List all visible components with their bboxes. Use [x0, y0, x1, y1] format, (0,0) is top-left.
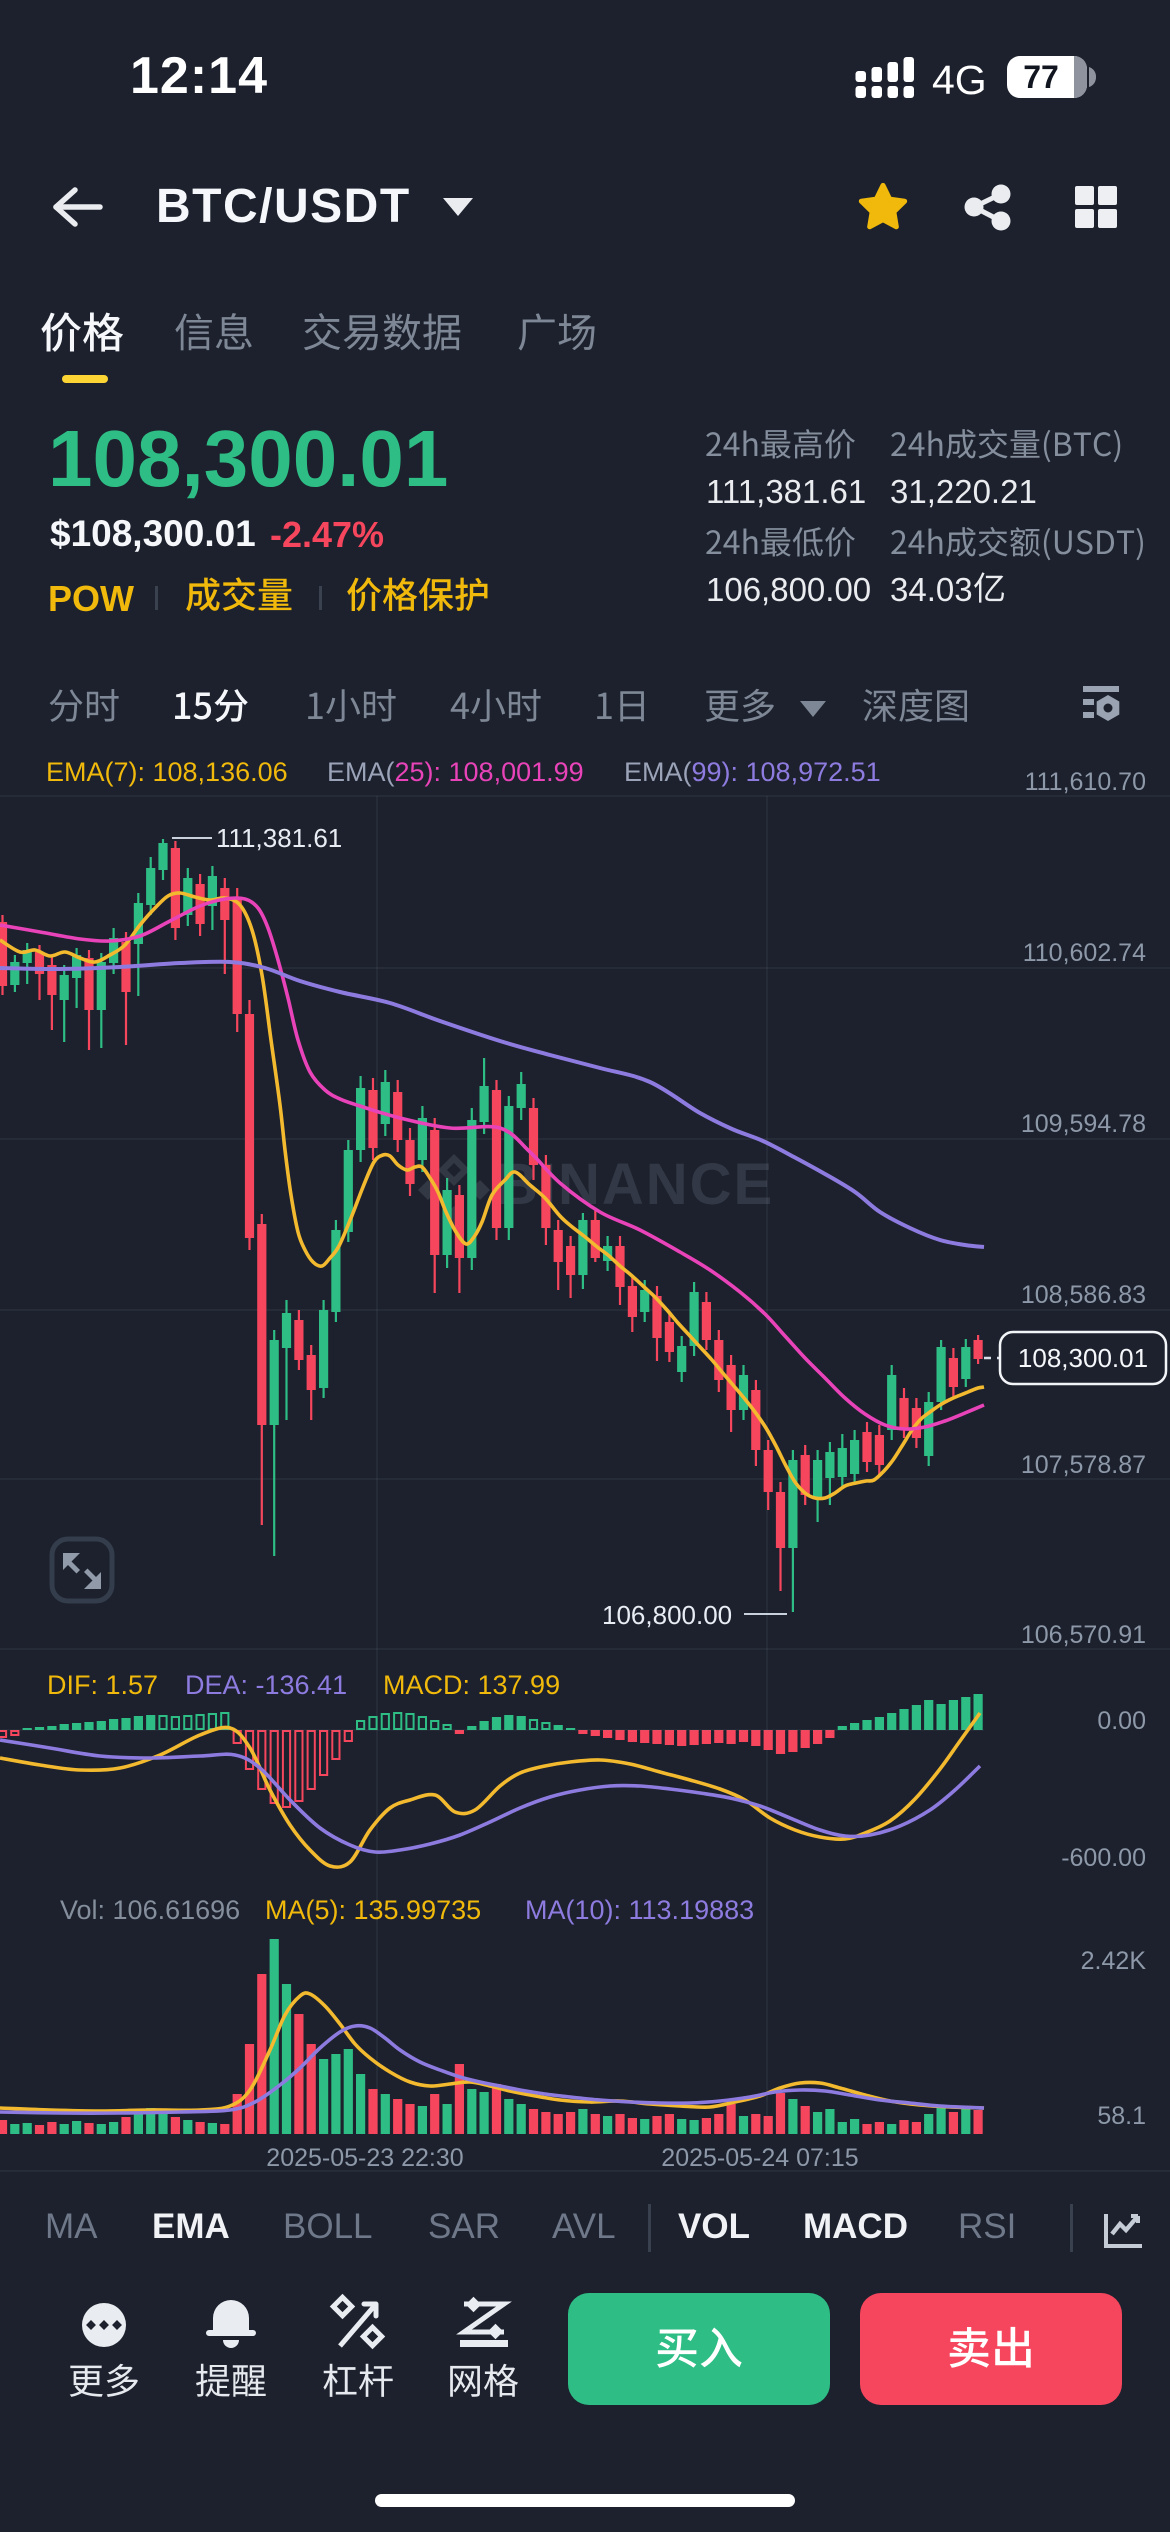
svg-text:106,800.00: 106,800.00 [602, 1600, 732, 1630]
svg-text:0.00: 0.00 [1097, 1707, 1146, 1735]
svg-text:106,570.91: 106,570.91 [1021, 1621, 1146, 1649]
svg-text:EMA(7): 108,136.06: EMA(7): 108,136.06 [46, 757, 288, 787]
svg-text:EMA(25): 108,001.99: EMA(25): 108,001.99 [327, 757, 584, 787]
svg-text:2025-05-24 07:15: 2025-05-24 07:15 [661, 2144, 858, 2172]
svg-text:DIF: 1.57: DIF: 1.57 [47, 1670, 158, 1700]
svg-text:EMA(99): 108,972.51: EMA(99): 108,972.51 [624, 757, 881, 787]
svg-text:108,586.83: 108,586.83 [1021, 1281, 1146, 1309]
svg-text:DEA: -136.41: DEA: -136.41 [185, 1670, 347, 1700]
svg-text:77: 77 [1023, 59, 1059, 95]
svg-text:Vol: 106.61696: Vol: 106.61696 [60, 1895, 240, 1925]
svg-text:58.1: 58.1 [1097, 2102, 1146, 2130]
svg-text:MACD: 137.99: MACD: 137.99 [383, 1670, 560, 1700]
svg-text:110,602.74: 110,602.74 [1023, 939, 1146, 967]
svg-text:2.42K: 2.42K [1081, 1947, 1147, 1975]
svg-text:MA(10): 113.19883: MA(10): 113.19883 [525, 1895, 754, 1925]
svg-text:111,381.61: 111,381.61 [216, 823, 342, 853]
svg-text:MA(5): 135.99735: MA(5): 135.99735 [265, 1895, 481, 1925]
svg-text:109,594.78: 109,594.78 [1021, 1110, 1146, 1138]
svg-text:107,578.87: 107,578.87 [1021, 1451, 1146, 1479]
svg-text:108,300.01: 108,300.01 [1018, 1343, 1148, 1373]
svg-text:2025-05-23 22:30: 2025-05-23 22:30 [266, 2144, 463, 2172]
svg-text:-600.00: -600.00 [1061, 1844, 1146, 1872]
svg-text:111,610.70: 111,610.70 [1025, 768, 1146, 796]
